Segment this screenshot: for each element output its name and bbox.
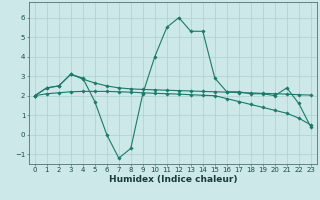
X-axis label: Humidex (Indice chaleur): Humidex (Indice chaleur) [108,175,237,184]
